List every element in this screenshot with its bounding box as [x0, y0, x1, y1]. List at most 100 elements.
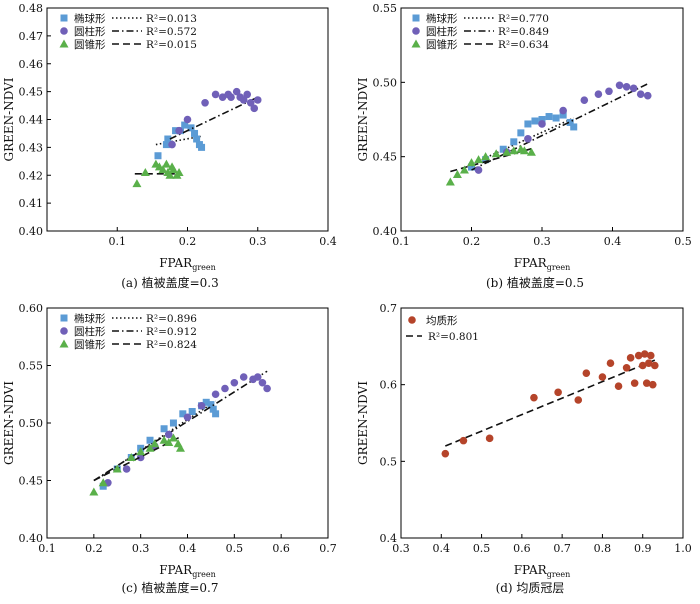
data-point: [168, 165, 178, 174]
data-point: [640, 350, 649, 358]
data-point: [459, 165, 469, 174]
data-point: [126, 453, 136, 461]
data-point: [183, 115, 192, 124]
fit-line: [93, 370, 268, 482]
data-point: [538, 116, 546, 123]
data-point: [218, 93, 227, 101]
data-point: [614, 382, 623, 391]
data-point: [598, 373, 607, 381]
y-tick-label: 0.40: [19, 532, 44, 545]
data-point: [211, 90, 220, 99]
y-tick-label: 0.50: [19, 417, 44, 430]
x-tick-label: 0.6: [513, 542, 531, 555]
data-point: [626, 354, 635, 362]
legend-marker: [412, 14, 420, 22]
x-axis-label-subscript: green: [192, 263, 216, 272]
data-point: [198, 143, 206, 151]
data-point: [193, 135, 201, 143]
legend-r2: R²=0.801: [428, 331, 479, 343]
legend-r2: R²=0.824: [146, 339, 197, 351]
data-point: [552, 114, 560, 122]
chart-panel-1: 0.1 0.2 0.3 0.4 0.40 0.41 0.42 0.43 0.44 0.45 0.46…: [2, 2, 337, 290]
x-tick-label: 0.1: [109, 235, 127, 248]
data-point: [132, 179, 142, 188]
data-point: [164, 438, 174, 447]
data-point: [638, 361, 647, 370]
legend-marker: [412, 27, 420, 35]
data-point: [191, 129, 199, 137]
data-point: [239, 373, 248, 381]
y-tick-label: 0.60: [19, 302, 44, 315]
series-均质形: 均质形 R²=0.801: [406, 315, 659, 458]
y-axis-label: GREEN-NDVI: [2, 77, 16, 161]
x-tick-label: 0.1: [38, 542, 56, 555]
legend-marker: [60, 27, 68, 35]
legend-r2: R²=0.896: [146, 313, 197, 325]
y-tick-label: 0.43: [19, 141, 44, 154]
data-point: [158, 165, 168, 174]
data-point: [545, 113, 553, 121]
y-tick-label: 0.45: [19, 475, 44, 488]
fit-line: [98, 400, 217, 479]
data-point: [187, 124, 195, 132]
data-point: [122, 465, 131, 473]
data-point: [164, 430, 173, 439]
data-point: [164, 135, 172, 143]
data-point: [509, 146, 519, 155]
y-tick-label: 0.4: [380, 532, 398, 545]
data-point: [188, 408, 196, 415]
x-tick-label: 0.3: [132, 542, 150, 555]
x-tick-label: 0.2: [85, 542, 103, 555]
x-tick-label: 0.8: [594, 542, 612, 555]
y-tick-label: 0.40: [19, 225, 44, 238]
data-point: [239, 96, 248, 104]
legend-r2: R²=0.770: [498, 13, 549, 25]
data-point: [580, 96, 589, 104]
data-point: [510, 138, 518, 146]
x-tick-label: 0.1: [392, 235, 410, 248]
data-point: [253, 96, 262, 104]
legend-name: 圆柱形: [426, 25, 458, 38]
data-point: [474, 155, 484, 164]
data-point: [243, 90, 252, 99]
data-point: [559, 106, 567, 115]
data-point: [227, 93, 235, 101]
data-point: [468, 163, 475, 171]
data-point: [491, 149, 501, 158]
series-圆锥形: 圆锥形 R²=0.015: [59, 39, 197, 188]
data-point: [232, 87, 241, 96]
fit-line: [471, 83, 649, 171]
legend-marker: [411, 39, 421, 48]
legend-r2: R²=0.912: [146, 326, 197, 338]
x-axis-label-subscript: green: [547, 263, 571, 272]
legend-r2: R²=0.015: [146, 39, 197, 51]
data-point: [98, 478, 108, 487]
series-圆锥形: 圆锥形 R²=0.634: [411, 39, 549, 186]
data-point: [622, 364, 631, 372]
data-point: [168, 140, 176, 149]
fit-line: [169, 96, 259, 140]
data-point: [263, 384, 271, 393]
y-tick-label: 0.46: [19, 58, 44, 71]
y-tick-label: 0.48: [19, 2, 44, 15]
data-point: [622, 82, 631, 91]
x-tick-label: 0.7: [553, 542, 571, 555]
x-tick-label: 0.3: [392, 542, 410, 555]
legend-name: 椭球形: [74, 312, 106, 325]
data-point: [212, 410, 220, 418]
data-point: [136, 447, 146, 456]
chart-panel-2: 0.1 0.2 0.3 0.4 0.5 0.40 0.45 0.50 0.55 FPARgreen…: [356, 2, 692, 290]
data-point: [250, 104, 259, 113]
series-圆柱形: 圆柱形 R²=0.912: [60, 325, 271, 487]
y-tick-label: 0.50: [373, 76, 398, 89]
data-point: [644, 359, 653, 368]
x-tick-label: 0.5: [473, 542, 491, 555]
data-point: [441, 449, 450, 458]
data-point: [169, 419, 177, 427]
data-point: [140, 167, 150, 176]
data-point: [175, 126, 183, 135]
legend-name: 圆锥形: [74, 339, 106, 351]
data-point: [221, 384, 229, 393]
y-tick-label: 0.47: [19, 30, 44, 43]
